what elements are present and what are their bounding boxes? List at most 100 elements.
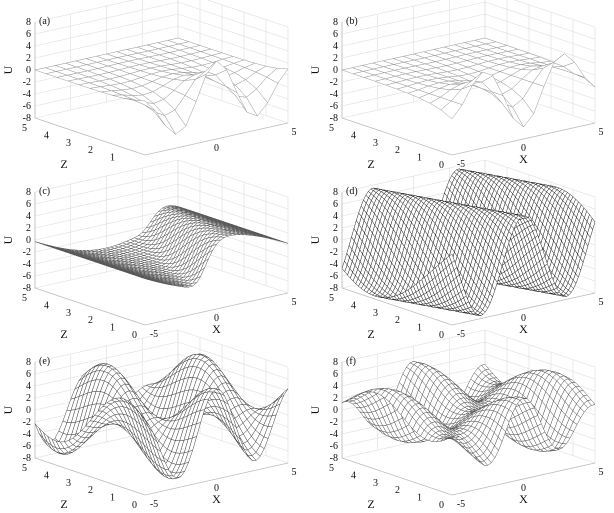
axis-edges	[34, 362, 289, 496]
panel-label: (e)	[39, 356, 50, 367]
u-tick-label: -2	[23, 247, 31, 258]
u-tick-label: -4	[23, 429, 31, 440]
u-tick-label: 2	[333, 53, 338, 64]
u-tick-label: -2	[23, 417, 31, 428]
gridline	[34, 159, 289, 198]
z-tick-label: 5	[22, 123, 27, 134]
u-tick-label: -2	[330, 77, 338, 88]
u-tick-label: 2	[26, 393, 31, 404]
z-tick-label: 0	[132, 330, 137, 341]
surface-mesh	[341, 168, 596, 316]
z-axis-label: Z	[367, 157, 374, 171]
z-tick-label: 1	[110, 323, 115, 334]
gridline	[341, 329, 596, 368]
z-tick-label: 3	[373, 308, 378, 319]
gridline	[34, 341, 289, 380]
z-tick-label: 5	[22, 463, 27, 474]
u-tick-label: -8	[23, 283, 31, 294]
u-axis-label: U	[308, 65, 322, 74]
u-tick-label: 2	[26, 53, 31, 64]
z-tick-label: 5	[329, 293, 334, 304]
u-tick-label: -4	[330, 89, 338, 100]
z-tick-label: 4	[44, 300, 49, 311]
u-tick-label: 4	[26, 211, 31, 222]
z-tick-label: 0	[439, 160, 444, 171]
gridline	[34, 171, 289, 210]
z-tick-label: 3	[66, 138, 71, 149]
z-tick-label: 3	[66, 308, 71, 319]
u-tick-label: 2	[333, 223, 338, 234]
u-tick-label: -8	[330, 283, 338, 294]
surface-patch	[440, 100, 463, 120]
x-tick-label: -5	[150, 329, 158, 340]
panel-label: (c)	[39, 186, 50, 197]
u-tick-label: -8	[330, 113, 338, 124]
axis-edges	[341, 192, 596, 326]
z-tick-label: 4	[351, 300, 356, 311]
x-axis-label: X	[519, 152, 528, 166]
u-tick-label: 0	[333, 65, 338, 76]
u-tick-label: 6	[26, 199, 31, 210]
x-tick-label: 0	[214, 313, 219, 324]
x-tick-label: 0	[521, 143, 526, 154]
z-tick-label: 4	[44, 470, 49, 481]
u-tick-label: -6	[330, 271, 338, 282]
z-axis-label: Z	[367, 327, 374, 341]
z-tick-label: 2	[88, 145, 93, 156]
z-tick-label: 1	[417, 153, 422, 164]
z-tick-label: 4	[44, 130, 49, 141]
u-tick-label: 0	[26, 405, 31, 416]
u-tick-label: 6	[333, 199, 338, 210]
axis-edges	[34, 192, 289, 326]
u-tick-label: 6	[26, 369, 31, 380]
z-tick-label: 3	[66, 478, 71, 489]
surface-patch	[133, 100, 156, 111]
u-axis-label: U	[1, 235, 15, 244]
u-tick-label: -6	[23, 271, 31, 282]
u-tick-label: 0	[333, 235, 338, 246]
u-tick-label: 0	[26, 65, 31, 76]
u-tick-label: -4	[23, 89, 31, 100]
surface-mesh	[341, 37, 596, 128]
x-tick-label: 5	[599, 127, 604, 138]
x-tick-label: 5	[599, 297, 604, 308]
gridline	[34, 1, 289, 40]
z-tick-label: 1	[110, 493, 115, 504]
z-tick-label: 5	[22, 293, 27, 304]
u-tick-label: -8	[23, 113, 31, 124]
z-tick-label: 1	[110, 153, 115, 164]
z-tick-label: 5	[329, 123, 334, 134]
u-tick-label: 4	[26, 41, 31, 52]
x-axis-label: X	[212, 492, 221, 506]
panel-label: (d)	[346, 186, 358, 197]
x-tick-label: 0	[214, 143, 219, 154]
gridline	[34, 329, 289, 368]
u-axis-label: U	[308, 235, 322, 244]
u-tick-label: 0	[26, 235, 31, 246]
x-tick-label: 5	[292, 297, 297, 308]
surface-mesh	[34, 205, 289, 288]
u-tick-label: -4	[330, 259, 338, 270]
u-tick-label: -6	[23, 441, 31, 452]
u-tick-label: 6	[333, 29, 338, 40]
x-tick-label: 0	[521, 313, 526, 324]
z-tick-label: 0	[132, 500, 137, 511]
u-axis-label: U	[1, 405, 15, 414]
z-tick-label: 4	[351, 130, 356, 141]
x-tick-label: 5	[292, 467, 297, 478]
u-tick-label: 8	[333, 17, 338, 28]
surface-patch	[140, 277, 150, 281]
u-tick-label: -6	[330, 101, 338, 112]
u-tick-label: -4	[23, 259, 31, 270]
u-tick-label: 4	[333, 41, 338, 52]
z-tick-label: 2	[88, 485, 93, 496]
z-tick-label: 2	[395, 315, 400, 326]
surface-patch	[279, 388, 289, 399]
